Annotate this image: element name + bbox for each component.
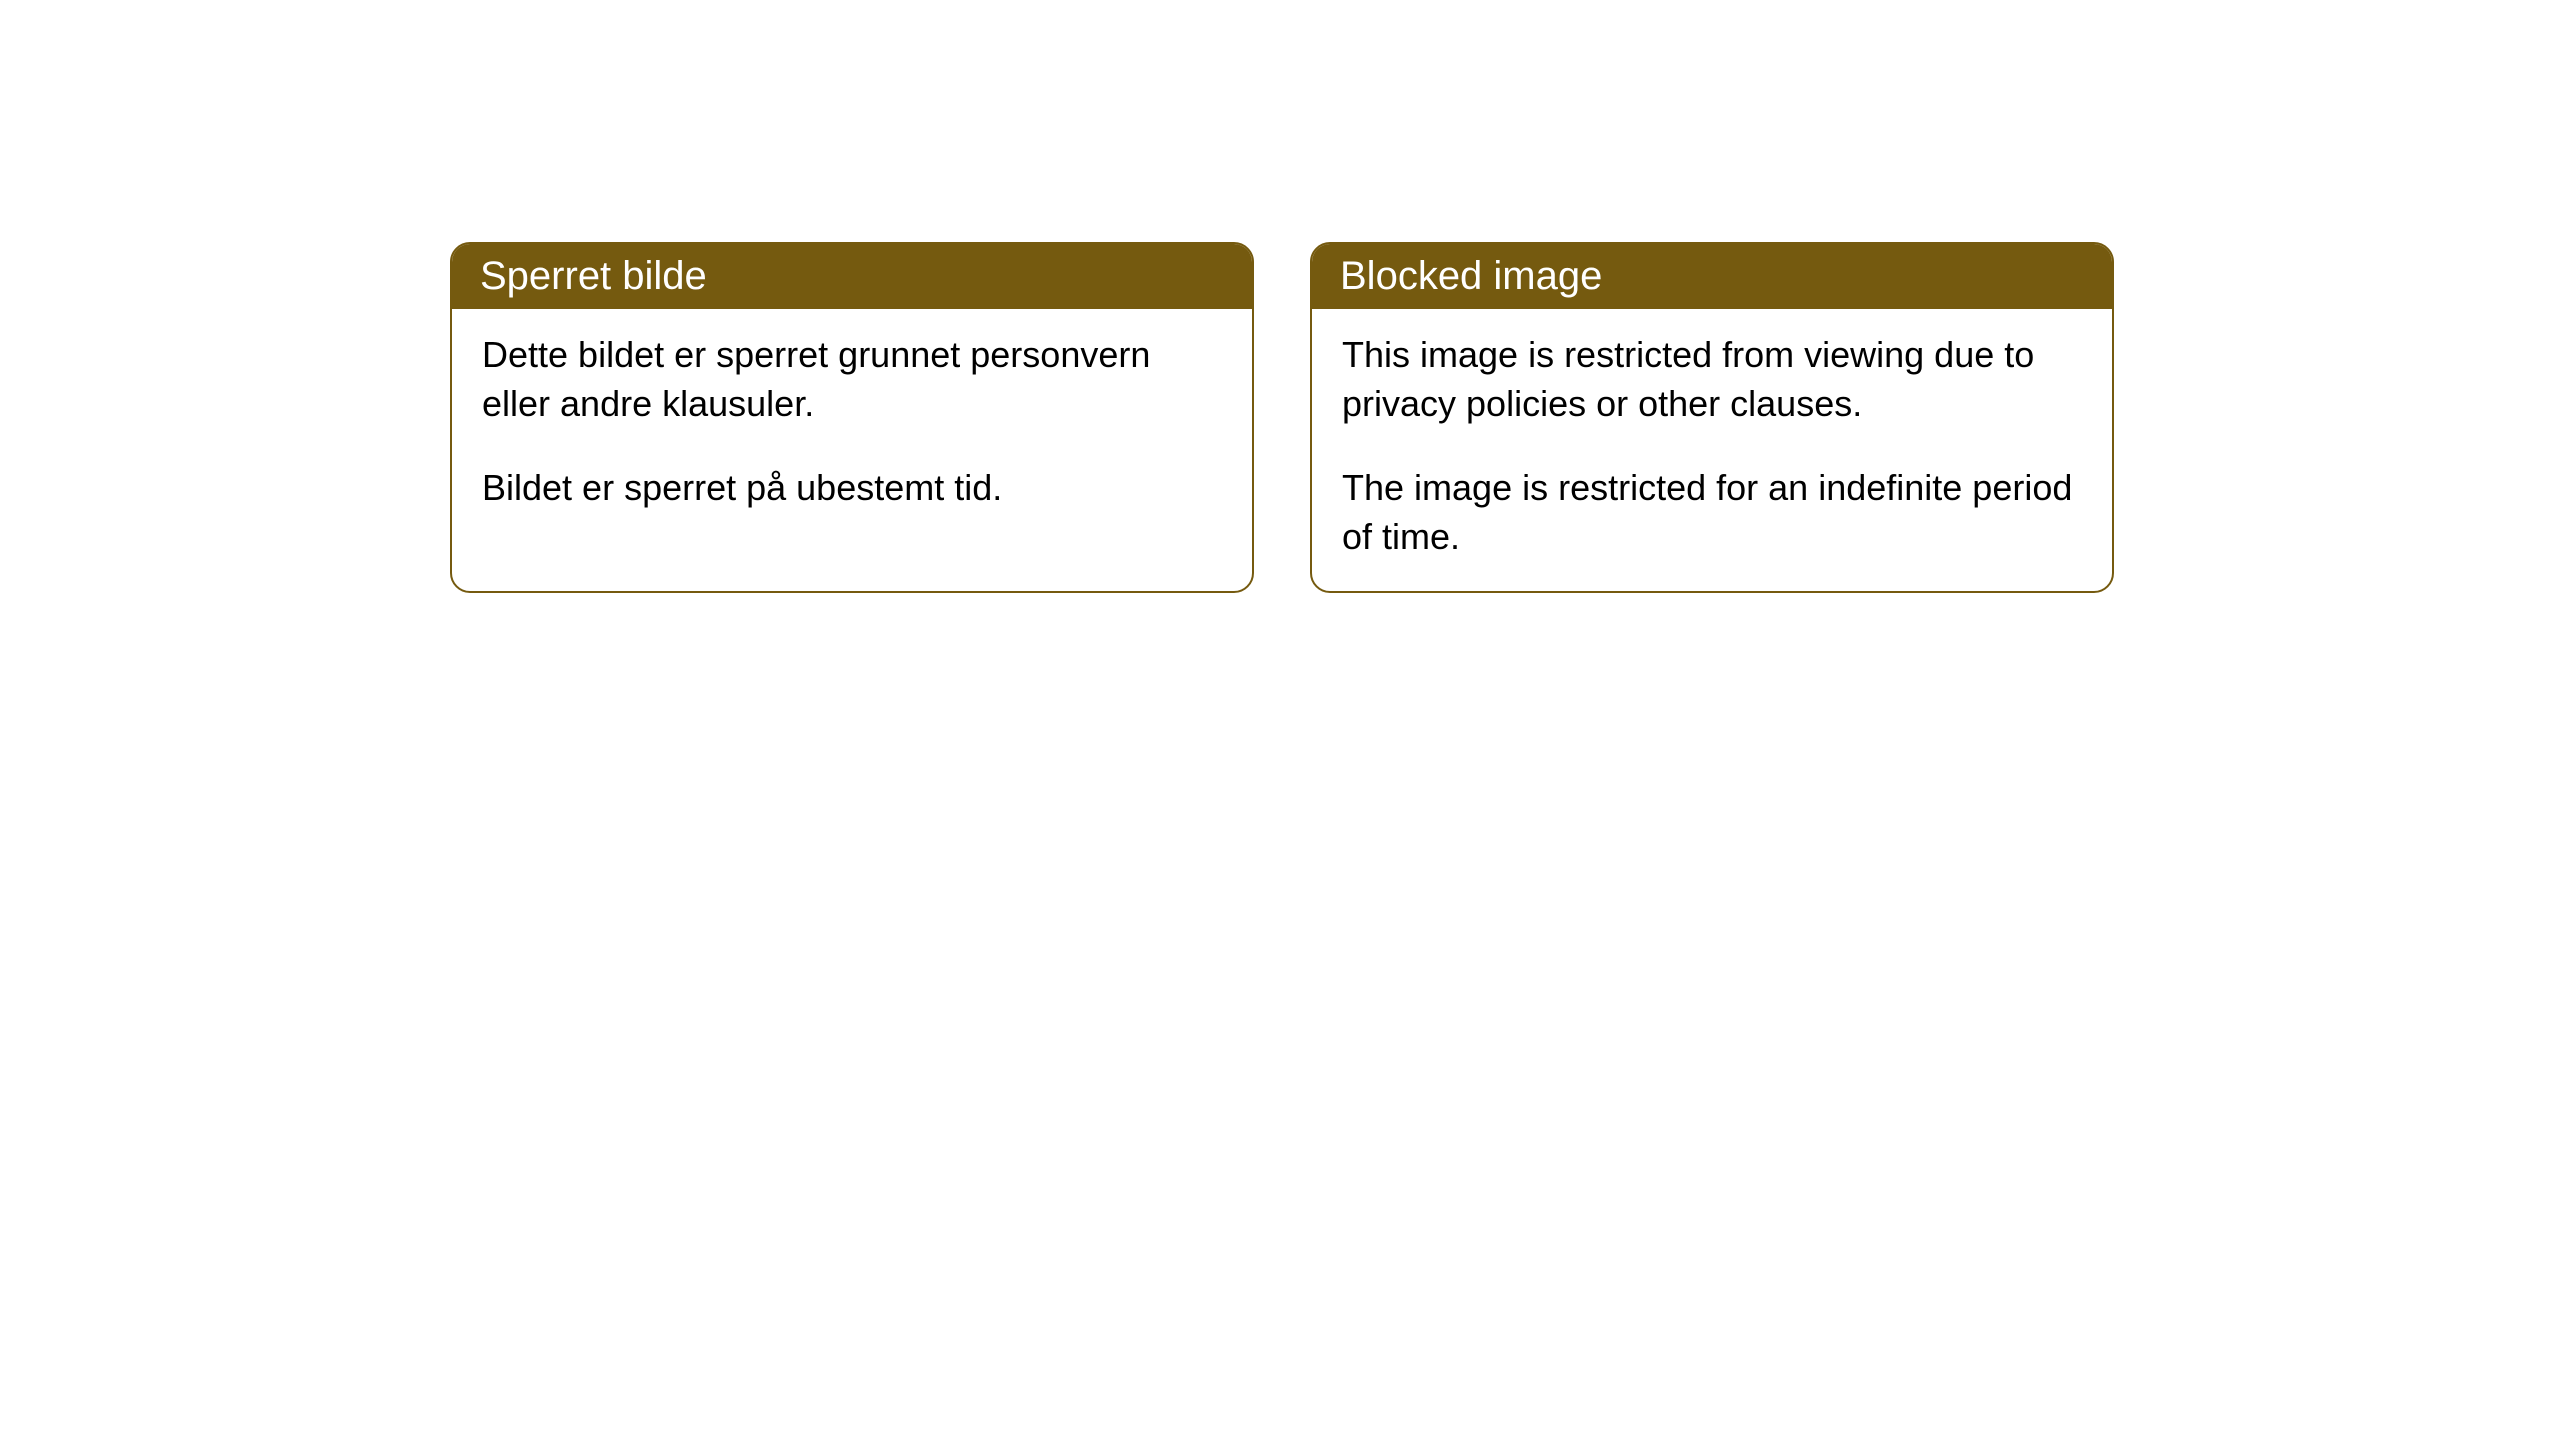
card-paragraph-1: Dette bildet er sperret grunnet personve… [482,331,1222,428]
blocked-image-card-english: Blocked image This image is restricted f… [1310,242,2114,593]
card-body: This image is restricted from viewing du… [1312,309,2112,591]
card-body: Dette bildet er sperret grunnet personve… [452,309,1252,543]
blocked-image-card-norwegian: Sperret bilde Dette bildet er sperret gr… [450,242,1254,593]
card-paragraph-2: Bildet er sperret på ubestemt tid. [482,464,1222,513]
card-header: Sperret bilde [452,244,1252,309]
card-title: Blocked image [1340,254,1602,298]
card-title: Sperret bilde [480,254,707,298]
notice-cards-container: Sperret bilde Dette bildet er sperret gr… [450,242,2114,593]
card-paragraph-2: The image is restricted for an indefinit… [1342,464,2082,561]
card-paragraph-1: This image is restricted from viewing du… [1342,331,2082,428]
card-header: Blocked image [1312,244,2112,309]
